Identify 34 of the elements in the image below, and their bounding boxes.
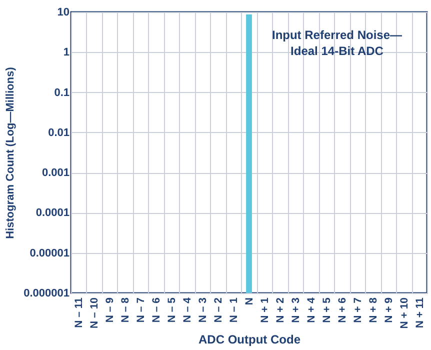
- x-tick-label: N + 6: [336, 297, 348, 323]
- x-tick-label: N – 10: [88, 297, 101, 328]
- y-tick-label: 0.001: [42, 167, 70, 180]
- x-tick-label: N – 9: [104, 297, 116, 323]
- x-tick-label: N + 11: [414, 297, 426, 328]
- x-tick-label: N + 10: [398, 297, 410, 329]
- annotation: Input Referred Noise— Ideal 14-Bit ADC: [272, 28, 402, 58]
- x-tick-label: N – 11: [73, 297, 86, 328]
- x-tick-label: N: [244, 298, 256, 306]
- x-tick-label: N – 5: [166, 297, 178, 323]
- y-axis-title: Histogram Count (Log—Millions): [4, 66, 17, 239]
- x-tick-label: N – 6: [150, 297, 163, 323]
- y-tick-label: 0.0001: [36, 207, 70, 220]
- x-tick-label: N + 3: [290, 297, 302, 323]
- y-tick-label: 10: [57, 6, 70, 18]
- y-tick-label: 1: [63, 46, 70, 59]
- y-tick-label: 0.000001: [24, 288, 70, 300]
- y-tick-label: 0.00001: [30, 247, 70, 260]
- x-tick-label: N – 4: [182, 297, 194, 323]
- x-tick-label: N + 9: [382, 297, 395, 323]
- x-tick-label: N + 4: [305, 297, 318, 323]
- x-tick-label: N + 8: [367, 297, 380, 323]
- x-tick-label: N + 5: [320, 297, 333, 323]
- x-tick-label: N – 1: [228, 297, 240, 323]
- x-tick-label: N + 2: [274, 297, 286, 323]
- x-tick-label: N + 1: [258, 297, 271, 323]
- x-tick-label: N – 8: [120, 297, 132, 323]
- y-tick-label: 0.1: [54, 86, 70, 99]
- x-tick-label: N – 2: [212, 297, 225, 323]
- y-tick-label: 0.01: [48, 126, 70, 139]
- x-tick-label: N + 7: [352, 297, 364, 323]
- x-tick-label: N – 3: [197, 297, 210, 323]
- x-axis-title: ADC Output Code: [198, 332, 301, 347]
- x-tick-label: N – 7: [135, 297, 148, 323]
